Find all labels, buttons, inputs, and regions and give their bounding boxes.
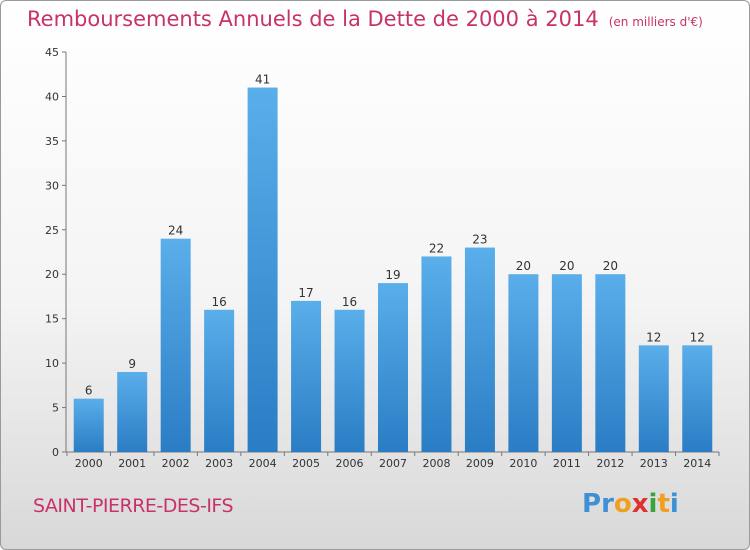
y-tick-label: 30 (45, 179, 59, 192)
x-tick-label: 2004 (249, 457, 277, 470)
bar-value-label: 16 (211, 295, 226, 309)
chart-unit: (en milliers d'€) (608, 15, 703, 29)
bar (73, 398, 104, 452)
logo-letter: i (669, 489, 679, 519)
bar (508, 274, 539, 452)
x-tick-label: 2003 (205, 457, 233, 470)
x-tick-label: 2009 (466, 457, 494, 470)
bar-value-label: 24 (168, 224, 183, 238)
bar-value-label: 41 (255, 73, 270, 87)
bars: 6 9 24 16 41 17 16 19 22 23 20 20 20 12 12 (73, 73, 713, 453)
bar (334, 309, 365, 452)
bar (682, 345, 713, 452)
y-tick-label: 40 (45, 90, 59, 103)
bar (421, 256, 452, 452)
x-tick-label: 2010 (509, 457, 537, 470)
x-tick-label: 2005 (292, 457, 320, 470)
x-tick-label: 2007 (379, 457, 407, 470)
commune-name: SAINT-PIERRE-DES-IFS (33, 495, 234, 517)
bar-value-label: 12 (646, 330, 661, 344)
axes: 0 5 10 15 20 25 30 35 40 45 2000 2001 2002 2003 2004 20… (45, 46, 720, 470)
x-tick-label: 2001 (118, 457, 146, 470)
bar (595, 274, 626, 452)
y-tick-label: 25 (45, 224, 59, 237)
bar-value-label: 20 (559, 259, 574, 273)
bar (551, 274, 582, 452)
x-tick-label: 2014 (683, 457, 711, 470)
bar-value-label: 16 (342, 295, 357, 309)
y-tick-label: 10 (45, 357, 59, 370)
bar-value-label: 19 (385, 268, 400, 282)
logo-letter: i (648, 489, 658, 519)
bar (160, 238, 191, 452)
bar-value-label: 6 (85, 384, 93, 398)
logo-letter: r (601, 489, 614, 519)
logo-letter: P (582, 489, 602, 519)
y-tick-label: 5 (52, 402, 59, 415)
bar (638, 345, 669, 452)
bar (291, 300, 322, 452)
x-tick-label: 2002 (162, 457, 190, 470)
y-tick-label: 0 (52, 446, 59, 459)
bar-value-label: 9 (128, 357, 136, 371)
bar (204, 309, 235, 452)
y-tick-label: 45 (45, 46, 59, 59)
x-tick-label: 2008 (422, 457, 450, 470)
x-tick-label: 2000 (75, 457, 103, 470)
bar-value-label: 20 (516, 259, 531, 273)
proxiti-logo[interactable]: Proxiti (582, 489, 679, 519)
logo-letter: o (613, 489, 632, 519)
y-tick-label: 15 (45, 313, 59, 326)
x-tick-label: 2013 (640, 457, 668, 470)
logo-letter: t (657, 489, 670, 519)
bar-value-label: 17 (298, 286, 313, 300)
x-tick-label: 2012 (596, 457, 624, 470)
bar-value-label: 23 (472, 233, 487, 247)
y-tick-label: 20 (45, 268, 59, 281)
chart-title-text: Remboursements Annuels de la Dette de 20… (27, 7, 599, 31)
bar-value-label: 20 (603, 259, 618, 273)
logo-letter: x (631, 489, 649, 519)
bar (247, 87, 278, 453)
bar (117, 372, 148, 452)
bar-value-label: 12 (690, 330, 705, 344)
bar-value-label: 22 (429, 241, 444, 255)
chart-title: Remboursements Annuels de la Dette de 20… (27, 7, 703, 31)
bar (378, 283, 408, 452)
y-tick-label: 35 (45, 135, 59, 148)
x-tick-label: 2011 (553, 457, 581, 470)
x-tick-label: 2006 (336, 457, 364, 470)
bar (464, 247, 495, 452)
